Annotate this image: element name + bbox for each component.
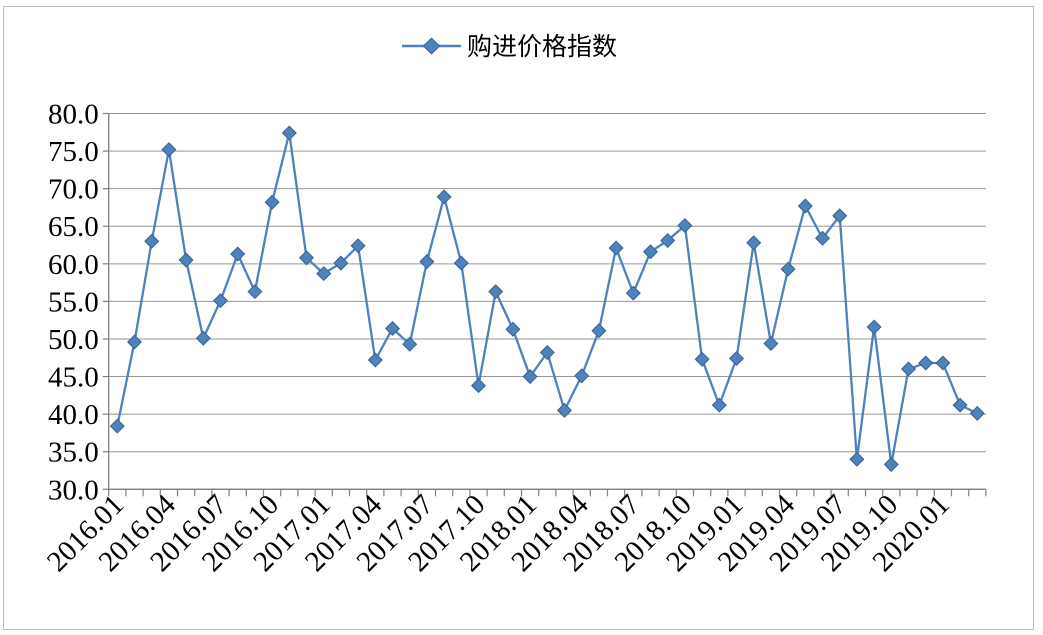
- data-point-marker: [866, 319, 882, 335]
- data-point-marker: [625, 285, 641, 301]
- data-point-marker: [230, 246, 246, 262]
- data-point-marker: [522, 369, 538, 385]
- legend-diamond-marker-icon: [422, 37, 441, 55]
- data-point-marker: [470, 378, 487, 394]
- data-point-marker: [608, 240, 624, 256]
- data-point-marker: [797, 198, 813, 214]
- data-point-marker: [918, 355, 934, 371]
- data-series: [109, 125, 985, 473]
- data-point-marker: [402, 336, 418, 352]
- data-point-marker: [212, 293, 229, 309]
- data-point-marker: [935, 355, 951, 371]
- y-tick-label: 75.0: [48, 136, 99, 168]
- legend: 购进价格指数: [402, 33, 617, 61]
- y-tick-label: 40.0: [48, 399, 99, 431]
- y-tick-label: 60.0: [48, 249, 99, 281]
- data-point-marker: [178, 252, 194, 268]
- data-point-marker: [264, 194, 280, 210]
- data-point-marker: [384, 320, 401, 336]
- data-point-marker: [832, 208, 848, 224]
- data-point-marker: [367, 352, 383, 368]
- data-point-marker: [711, 397, 727, 413]
- data-point-marker: [247, 284, 263, 300]
- data-point-marker: [728, 351, 745, 367]
- data-point-marker: [694, 351, 710, 367]
- y-axis-labels: 80.0 75.0 70.0 65.0 60.0 55.0 50.0 45.0 40.0 35.0…: [48, 99, 99, 507]
- data-point-marker: [642, 244, 659, 260]
- data-point-marker: [591, 323, 607, 339]
- legend-label: 购进价格指数: [467, 33, 617, 61]
- data-point-marker: [419, 254, 435, 270]
- data-point-marker: [505, 321, 521, 337]
- data-point-marker: [539, 345, 555, 361]
- data-point-marker: [780, 261, 796, 277]
- data-point-marker: [350, 238, 366, 254]
- data-point-marker: [488, 284, 504, 300]
- data-point-marker: [316, 266, 332, 282]
- y-tick-label: 30.0: [48, 474, 99, 506]
- data-point-marker: [574, 368, 590, 384]
- data-point-marker: [333, 255, 349, 271]
- data-point-marker: [126, 334, 143, 350]
- data-point-marker: [281, 125, 297, 141]
- data-point-marker: [436, 189, 452, 205]
- y-tick-label: 55.0: [48, 286, 99, 318]
- data-point-marker: [763, 335, 779, 351]
- data-point-marker: [195, 330, 211, 346]
- y-tick-label: 35.0: [48, 437, 99, 469]
- data-point-marker: [883, 456, 899, 473]
- axes: [102, 112, 987, 497]
- y-tick-label: 45.0: [48, 362, 99, 394]
- data-point-marker: [144, 233, 160, 249]
- data-point-marker: [952, 397, 968, 413]
- y-tick-label: 65.0: [48, 211, 99, 243]
- data-point-marker: [677, 217, 693, 233]
- data-point-marker: [969, 405, 985, 421]
- data-point-marker: [746, 235, 762, 251]
- y-tick-label: 50.0: [48, 324, 99, 356]
- data-point-marker: [453, 255, 469, 271]
- series-line: [116, 131, 978, 466]
- data-point-marker: [298, 250, 315, 266]
- data-point-marker: [556, 402, 573, 418]
- y-tick-label: 80.0: [48, 99, 99, 131]
- data-point-marker: [660, 233, 676, 249]
- data-point-marker: [109, 418, 125, 434]
- data-point-marker: [161, 142, 177, 158]
- data-point-marker: [814, 230, 831, 246]
- x-axis-labels: 2016.012016.042016.072016.102017.012017.…: [41, 488, 956, 578]
- data-point-marker: [900, 361, 917, 377]
- data-point-marker: [849, 451, 865, 467]
- y-tick-label: 70.0: [48, 174, 99, 206]
